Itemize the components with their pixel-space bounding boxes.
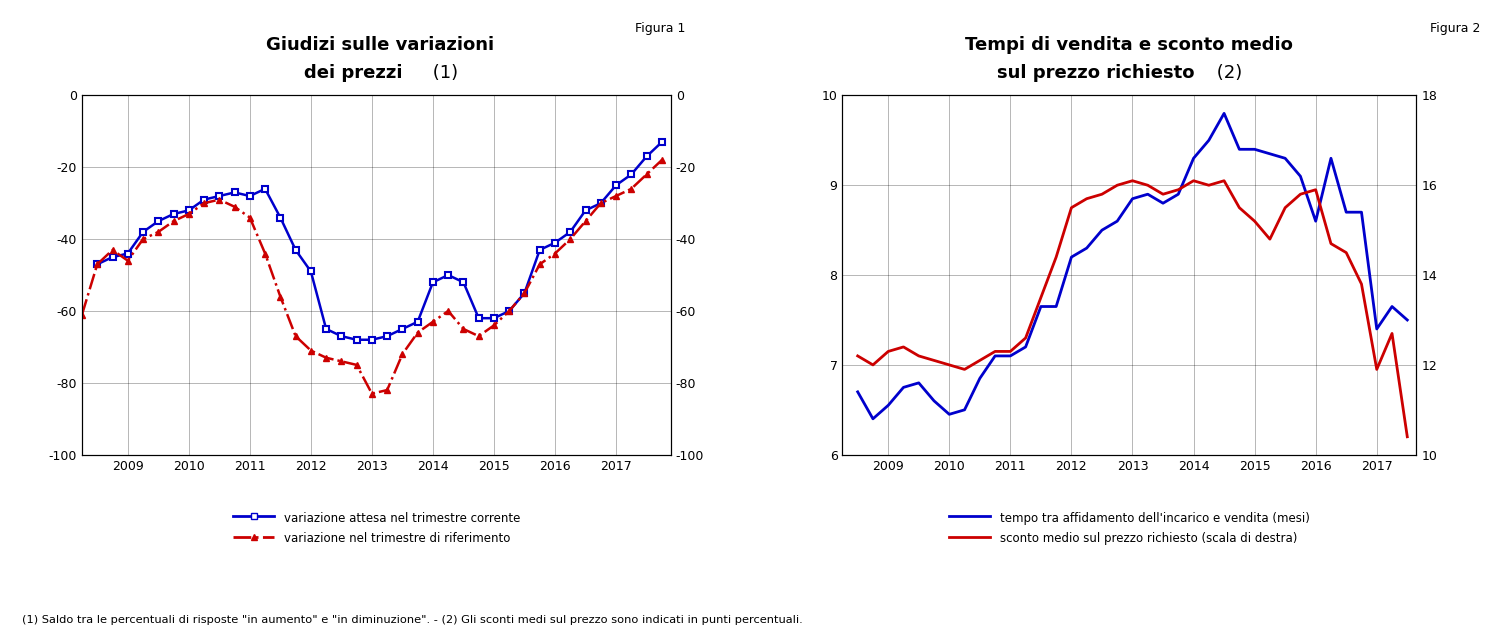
Text: sul prezzo richiesto: sul prezzo richiesto [997, 64, 1194, 82]
Text: (2): (2) [1212, 64, 1242, 82]
Text: Figura 1: Figura 1 [635, 22, 686, 35]
Legend: tempo tra affidamento dell'incarico e vendita (mesi), sconto medio sul prezzo ri: tempo tra affidamento dell'incarico e ve… [950, 511, 1309, 546]
Text: Giudizi sulle variazioni: Giudizi sulle variazioni [265, 36, 495, 53]
Text: dei prezzi: dei prezzi [304, 64, 403, 82]
Legend: variazione attesa nel trimestre corrente, variazione nel trimestre di riferiment: variazione attesa nel trimestre corrente… [233, 511, 520, 546]
Text: Figura 2: Figura 2 [1430, 22, 1481, 35]
Text: (1): (1) [428, 64, 458, 82]
Text: (1) Saldo tra le percentuali di risposte "in aumento" e "in diminuzione". - (2) : (1) Saldo tra le percentuali di risposte… [22, 614, 804, 625]
Text: Tempi di vendita e sconto medio: Tempi di vendita e sconto medio [965, 36, 1293, 53]
